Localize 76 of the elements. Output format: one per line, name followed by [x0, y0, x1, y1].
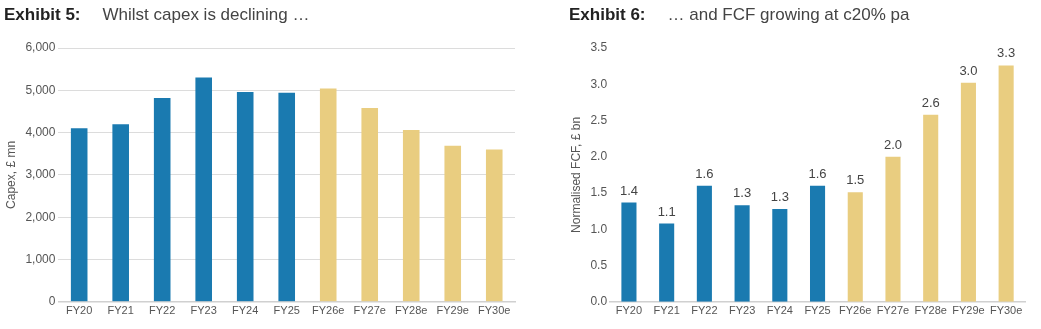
bar: [923, 114, 939, 302]
bar: [998, 65, 1014, 302]
x-tick-label: FY27e: [353, 304, 386, 317]
bar: [696, 185, 712, 302]
y-tick-label: 1.5: [590, 185, 608, 200]
data-label: 2.6: [921, 94, 940, 110]
x-tick-label: FY22: [691, 304, 718, 317]
y-tick-label: 5,000: [25, 82, 56, 97]
x-tick-label: FY30e: [478, 304, 511, 317]
y-tick-label: 2.5: [590, 112, 608, 127]
bar: [659, 223, 675, 302]
data-label: 1.4: [619, 182, 638, 198]
y-axis-title: Normalised FCF, £ bn: [568, 116, 583, 233]
bar: [847, 192, 863, 302]
bar: [621, 202, 637, 302]
data-label: 1.6: [695, 165, 714, 181]
y-tick-label: 1.0: [590, 221, 608, 236]
chart-title: Exhibit 6:: [569, 5, 646, 24]
bar: [960, 82, 976, 302]
x-tick-label: FY24: [232, 304, 259, 317]
x-tick-label: FY25: [273, 304, 300, 317]
x-tick-label: FY26e: [312, 304, 345, 317]
y-tick-label: 2,000: [25, 209, 56, 224]
y-tick-label: 4,000: [25, 124, 56, 139]
bar: [885, 156, 901, 302]
bar: [485, 149, 503, 302]
bar: [195, 77, 212, 302]
bar: [278, 92, 296, 302]
data-label: 1.1: [657, 203, 676, 219]
bar: [361, 108, 379, 302]
bar: [810, 185, 826, 302]
x-tick-label: FY23: [190, 304, 217, 317]
x-tick-label: FY29e: [436, 304, 469, 317]
x-tick-label: FY24: [766, 304, 793, 317]
bar: [153, 97, 171, 302]
chart-subtitle: Whilst capex is declining …: [102, 5, 310, 24]
data-label: 3.0: [959, 62, 978, 78]
y-tick-label: 0.5: [590, 257, 608, 272]
data-label: 3.3: [997, 45, 1016, 61]
x-tick-label: FY26e: [839, 304, 872, 317]
y-tick-label: 0: [48, 294, 56, 309]
data-label: 1.3: [770, 189, 789, 205]
x-tick-label: FY29e: [952, 304, 985, 317]
y-tick-label: 2.0: [590, 149, 608, 164]
bar: [112, 124, 129, 302]
y-axis-title: Capex, £ mn: [3, 140, 18, 209]
bar: [70, 128, 88, 302]
bar: [236, 91, 254, 302]
y-tick-label: 3.5: [590, 40, 608, 55]
x-tick-label: FY22: [149, 304, 176, 317]
x-tick-label: FY27e: [876, 304, 910, 317]
bar: [402, 130, 420, 302]
chart-title: Exhibit 5:: [4, 5, 81, 24]
y-tick-label: 6,000: [25, 40, 56, 55]
y-tick-label: 0.0: [590, 294, 608, 309]
bar: [772, 208, 788, 302]
x-tick-label: FY21: [107, 304, 134, 317]
bar: [444, 145, 462, 302]
x-tick-label: FY25: [804, 304, 831, 317]
data-label: 1.6: [808, 165, 827, 181]
y-tick-label: 3,000: [25, 167, 56, 182]
y-tick-label: 1,000: [25, 251, 56, 266]
x-tick-label: FY21: [653, 304, 680, 317]
chart-subtitle: … and FCF growing at c20% pa: [667, 5, 910, 24]
x-tick-label: FY20: [615, 304, 643, 317]
data-label: 2.0: [883, 136, 903, 152]
x-tick-label: FY28e: [395, 304, 428, 317]
bar: [319, 88, 337, 302]
x-tick-label: FY28e: [914, 304, 947, 317]
x-tick-label: FY23: [728, 304, 756, 317]
x-tick-label: FY30e: [989, 304, 1023, 317]
bar: [734, 205, 750, 302]
x-tick-label: FY20: [66, 304, 93, 317]
data-label: 1.5: [846, 172, 865, 188]
y-tick-label: 3.0: [590, 76, 608, 91]
data-label: 1.3: [733, 185, 752, 201]
